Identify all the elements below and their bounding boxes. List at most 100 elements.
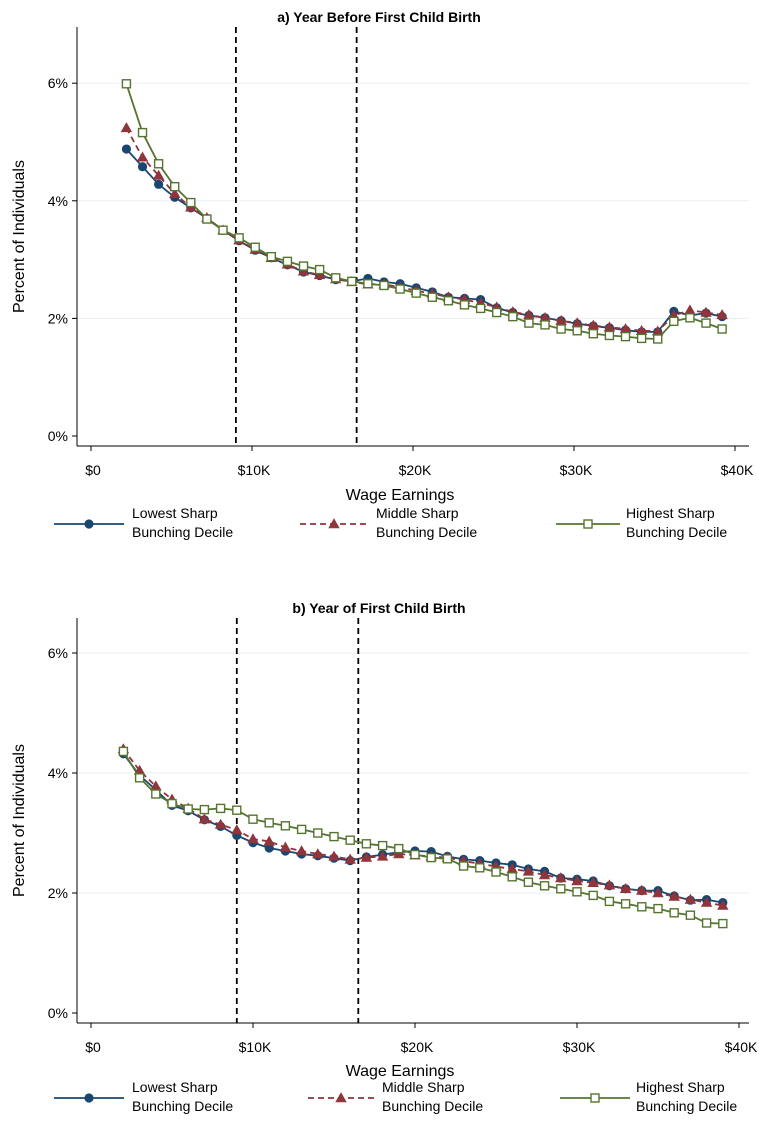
data-point: [587, 876, 599, 888]
data-point: [360, 851, 373, 862]
series-line: [122, 753, 723, 904]
series-3: [121, 79, 727, 344]
x-axis-label: Wage Earnings: [346, 487, 455, 504]
x-tick-label: $0: [85, 1039, 101, 1055]
data-point: [377, 840, 388, 851]
data-point: [329, 831, 339, 842]
data-point: [492, 307, 502, 318]
data-point: [121, 144, 132, 154]
data-point: [571, 875, 583, 886]
data-point: [491, 867, 501, 877]
series-line: [125, 83, 723, 340]
x-tick-label: $20K: [401, 1039, 434, 1055]
data-point: [314, 264, 325, 275]
data-point: [588, 890, 598, 901]
data-point: [282, 256, 293, 267]
series-line: [122, 750, 723, 925]
legend-marker: [84, 519, 94, 529]
x-tick-label: $30K: [563, 1039, 596, 1055]
legend-label-line: Bunching Decile: [132, 524, 233, 540]
legend: Lowest Sharp Bunching Decile Middle Sharp B…: [54, 505, 727, 540]
x-tick-label: $0: [85, 462, 101, 478]
data-point: [572, 326, 582, 336]
data-point: [717, 324, 727, 334]
x-tick-label: $40K: [725, 1039, 758, 1055]
data-point: [604, 330, 615, 341]
data-point: [459, 300, 470, 310]
legend-marker: [328, 518, 340, 529]
legend-label-line: Bunching Decile: [626, 524, 727, 540]
data-point: [298, 261, 309, 271]
legend-label-line: Highest Sharp: [626, 505, 715, 521]
data-point: [538, 869, 551, 880]
legend-marker: [583, 519, 593, 529]
y-tick-label: 2%: [48, 310, 68, 326]
data-point: [218, 225, 228, 235]
legend-label-line: Highest Sharp: [636, 1079, 725, 1095]
y-tick-label: 6%: [48, 645, 68, 661]
data-point: [718, 918, 728, 929]
data-point: [361, 839, 372, 849]
series-1: [121, 144, 727, 337]
x-tick-label: $40K: [721, 462, 754, 478]
legend-label: Middle Sharp Bunching Decile: [376, 505, 477, 540]
series-line: [125, 148, 723, 333]
x-tick-label: $30K: [560, 462, 593, 478]
legend-label-line: Lowest Sharp: [132, 505, 218, 521]
y-axis-label: Percent of Individuals: [11, 744, 28, 897]
legend-label-line: Middle Sharp: [376, 505, 459, 521]
data-point: [169, 187, 181, 198]
chart-title: a) Year Before First Child Birth: [277, 9, 481, 25]
data-point: [363, 279, 373, 289]
x-tick-label: $10K: [239, 1039, 272, 1055]
data-point: [214, 818, 227, 829]
data-point: [134, 773, 145, 783]
data-point: [393, 848, 405, 859]
data-point: [295, 845, 308, 856]
data-point: [279, 841, 292, 852]
data-point: [266, 251, 277, 262]
data-point: [685, 313, 695, 323]
data-point: [653, 903, 663, 914]
legend-marker: [335, 1092, 347, 1103]
data-point: [700, 896, 713, 907]
legend-label-line: Bunching Decile: [132, 1098, 233, 1114]
data-point: [717, 899, 729, 910]
chart-a: a) Year Before First Child Birth 0% 2% 4% 6%…: [11, 9, 754, 540]
data-point: [572, 887, 582, 897]
data-point: [247, 833, 259, 844]
data-point: [328, 850, 340, 861]
data-point: [604, 896, 615, 907]
panel-b-year-of-birth: b) Year of First Child Birth 0% 2% 4% 6% $0 $1…: [0, 590, 759, 1118]
data-point: [120, 122, 133, 133]
data-point: [394, 843, 404, 854]
data-point: [588, 328, 599, 339]
data-point: [167, 798, 177, 809]
y-tick-label: 0%: [48, 1005, 68, 1021]
data-point: [700, 306, 712, 317]
data-point: [523, 877, 534, 887]
data-point: [556, 324, 566, 334]
data-point: [669, 908, 679, 918]
data-point: [137, 127, 148, 138]
data-point: [153, 159, 164, 169]
data-point: [540, 320, 550, 330]
data-point: [716, 309, 728, 320]
data-point: [264, 818, 274, 828]
data-point: [653, 334, 663, 344]
data-point: [458, 861, 469, 871]
data-point: [508, 311, 518, 322]
data-point: [118, 746, 129, 757]
data-point: [701, 918, 712, 928]
y-tick-label: 4%: [48, 765, 68, 781]
x-axis-label: Wage Earnings: [346, 1063, 455, 1080]
x-tick-label: $20K: [399, 462, 432, 478]
data-point: [136, 151, 149, 162]
data-point: [345, 835, 355, 845]
data-point: [685, 910, 696, 920]
data-point: [522, 865, 535, 876]
legend-label: Highest Sharp Bunching Decile: [636, 1079, 737, 1114]
legend-label: Lowest Sharp Bunching Decile: [132, 505, 233, 540]
data-point: [376, 850, 389, 861]
y-axis-label: Percent of Individuals: [11, 160, 28, 313]
